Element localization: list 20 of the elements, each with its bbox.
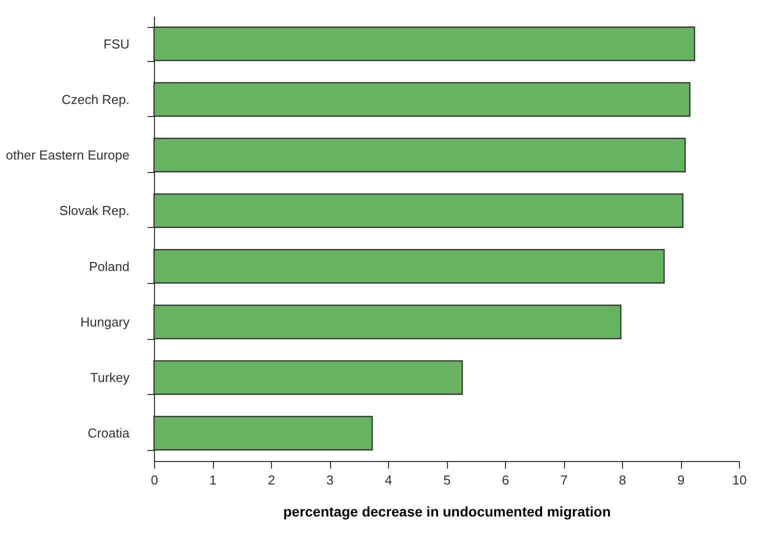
y-tick-label: Croatia (88, 426, 130, 441)
x-tick-label: 2 (268, 472, 276, 488)
x-axis-title: percentage decrease in undocumented migration (283, 504, 611, 520)
x-tick-label: 7 (560, 472, 568, 488)
y-tick-label: FSU (104, 36, 130, 52)
x-tick-label: 1 (209, 472, 217, 488)
x-tick-label: 0 (150, 472, 158, 488)
x-tick-label: 6 (502, 472, 510, 488)
y-tick-label: Poland (89, 258, 130, 274)
x-tick-label: 5 (443, 472, 451, 488)
x-tick-label: 8 (618, 472, 626, 488)
x-tick-label: 4 (384, 472, 392, 488)
y-tick-label: Slovak Rep. (59, 203, 130, 218)
y-tick-label: other Eastern Europe (6, 148, 130, 163)
y-tick-label: Turkey (90, 370, 130, 386)
x-tick-label: 3 (326, 472, 334, 488)
x-tick-label: 10 (732, 472, 747, 488)
y-tick-label: Hungary (80, 314, 130, 330)
x-tick-label: 9 (677, 472, 685, 488)
y-tick-label: Czech Rep. (62, 92, 130, 107)
